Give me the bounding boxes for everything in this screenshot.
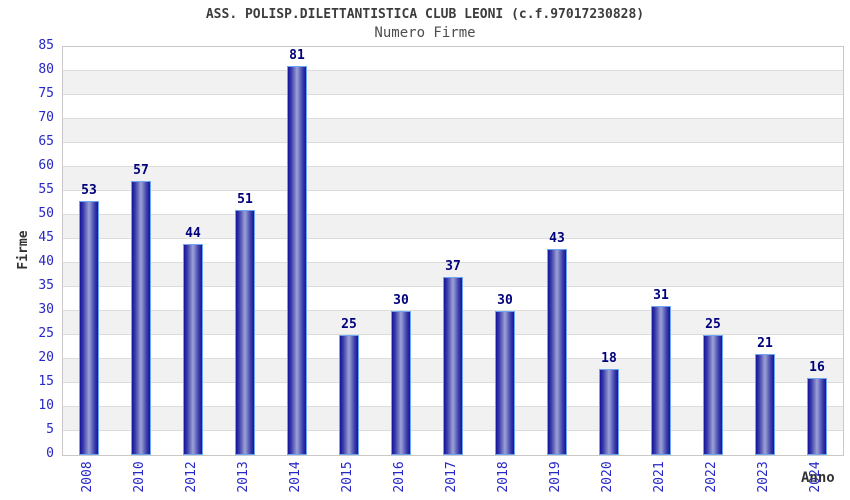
grid-band: [63, 119, 843, 143]
y-tick-label: 70: [38, 110, 54, 125]
y-tick-label: 30: [38, 302, 54, 317]
x-tick-label: 2019: [548, 461, 563, 493]
bar-value-label: 37: [445, 259, 461, 275]
grid-band: [63, 143, 843, 167]
bar: [235, 210, 255, 455]
bar: [651, 306, 671, 455]
bar-value-label: 31: [653, 288, 669, 304]
grid-band: [63, 95, 843, 119]
bar: [391, 311, 411, 455]
bar: [703, 335, 723, 455]
bar-value-label: 51: [237, 192, 253, 208]
bar: [131, 181, 151, 455]
bar-value-label: 16: [809, 360, 825, 376]
bar: [599, 368, 619, 455]
bar-value-label: 53: [81, 182, 97, 198]
grid-line: [63, 214, 843, 215]
y-tick-label: 15: [38, 374, 54, 389]
grid-band: [63, 191, 843, 215]
bar-value-label: 44: [185, 225, 201, 241]
bar-value-label: 18: [601, 350, 617, 366]
bar: [339, 335, 359, 455]
bar-value-label: 21: [757, 336, 773, 352]
grid-line: [63, 70, 843, 71]
y-tick-label: 5: [46, 422, 54, 437]
y-tick-label: 0: [46, 446, 54, 461]
bar: [443, 277, 463, 455]
y-tick-label: 25: [38, 326, 54, 341]
grid-line: [63, 118, 843, 119]
grid-band: [63, 215, 843, 239]
grid-line: [63, 238, 843, 239]
x-tick-label: 2018: [496, 461, 511, 493]
grid-line: [63, 166, 843, 167]
grid-band: [63, 47, 843, 71]
x-tick-label: 2008: [80, 461, 95, 493]
bar: [183, 243, 203, 455]
y-tick-label: 40: [38, 254, 54, 269]
chart-subtitle: Numero Firme: [374, 25, 476, 41]
y-tick-label: 60: [38, 158, 54, 173]
y-tick-label: 35: [38, 278, 54, 293]
chart-title: ASS. POLISP.DILETTANTISTICA CLUB LEONI (…: [205, 7, 645, 22]
grid-line: [63, 190, 843, 191]
y-tick-label: 50: [38, 206, 54, 221]
plot-area: 53 57 44 51 81 25 30 37 30 43 18 31 25 21 16: [62, 46, 844, 456]
bar: [79, 200, 99, 455]
bar-value-label: 57: [133, 163, 149, 179]
x-tick-label: 2020: [600, 461, 615, 493]
bar-value-label: 30: [497, 293, 513, 308]
x-tick-label: 2016: [392, 461, 407, 493]
grid-line: [63, 94, 843, 95]
bar: [547, 248, 567, 455]
bar-value-label: 25: [705, 317, 721, 332]
x-tick-label: 2014: [288, 461, 303, 493]
x-tick-label: 2013: [236, 461, 251, 493]
grid-line: [63, 142, 843, 143]
bar-value-label: 30: [393, 293, 409, 308]
grid-band: [63, 71, 843, 95]
grid-band: [63, 167, 843, 191]
x-tick-label: 2023: [756, 461, 771, 493]
bar: [755, 354, 775, 455]
x-tick-label: 2012: [184, 461, 199, 493]
bar: [807, 378, 827, 455]
y-tick-label: 20: [38, 350, 54, 365]
bar-value-label: 25: [341, 317, 357, 332]
x-tick-label: 2021: [652, 461, 667, 493]
x-tick-label: 2015: [340, 461, 355, 493]
bar-value-label: 43: [549, 230, 565, 246]
x-tick-label: 2010: [132, 461, 147, 493]
grid-line: [63, 262, 843, 263]
x-tick-label: 2022: [704, 461, 719, 493]
y-tick-label: 45: [38, 230, 54, 245]
y-tick-label: 85: [38, 38, 54, 53]
x-tick-label: 2017: [444, 461, 459, 493]
y-tick-label: 10: [38, 398, 54, 413]
bar: [495, 311, 515, 455]
bar: [287, 66, 307, 455]
bar-value-label: 81: [289, 48, 305, 64]
x-axis-title: Anno: [801, 470, 835, 486]
y-tick-label: 65: [38, 134, 54, 149]
y-tick-label: 80: [38, 62, 54, 77]
y-tick-label: 55: [38, 182, 54, 197]
y-tick-label: 75: [38, 86, 54, 101]
